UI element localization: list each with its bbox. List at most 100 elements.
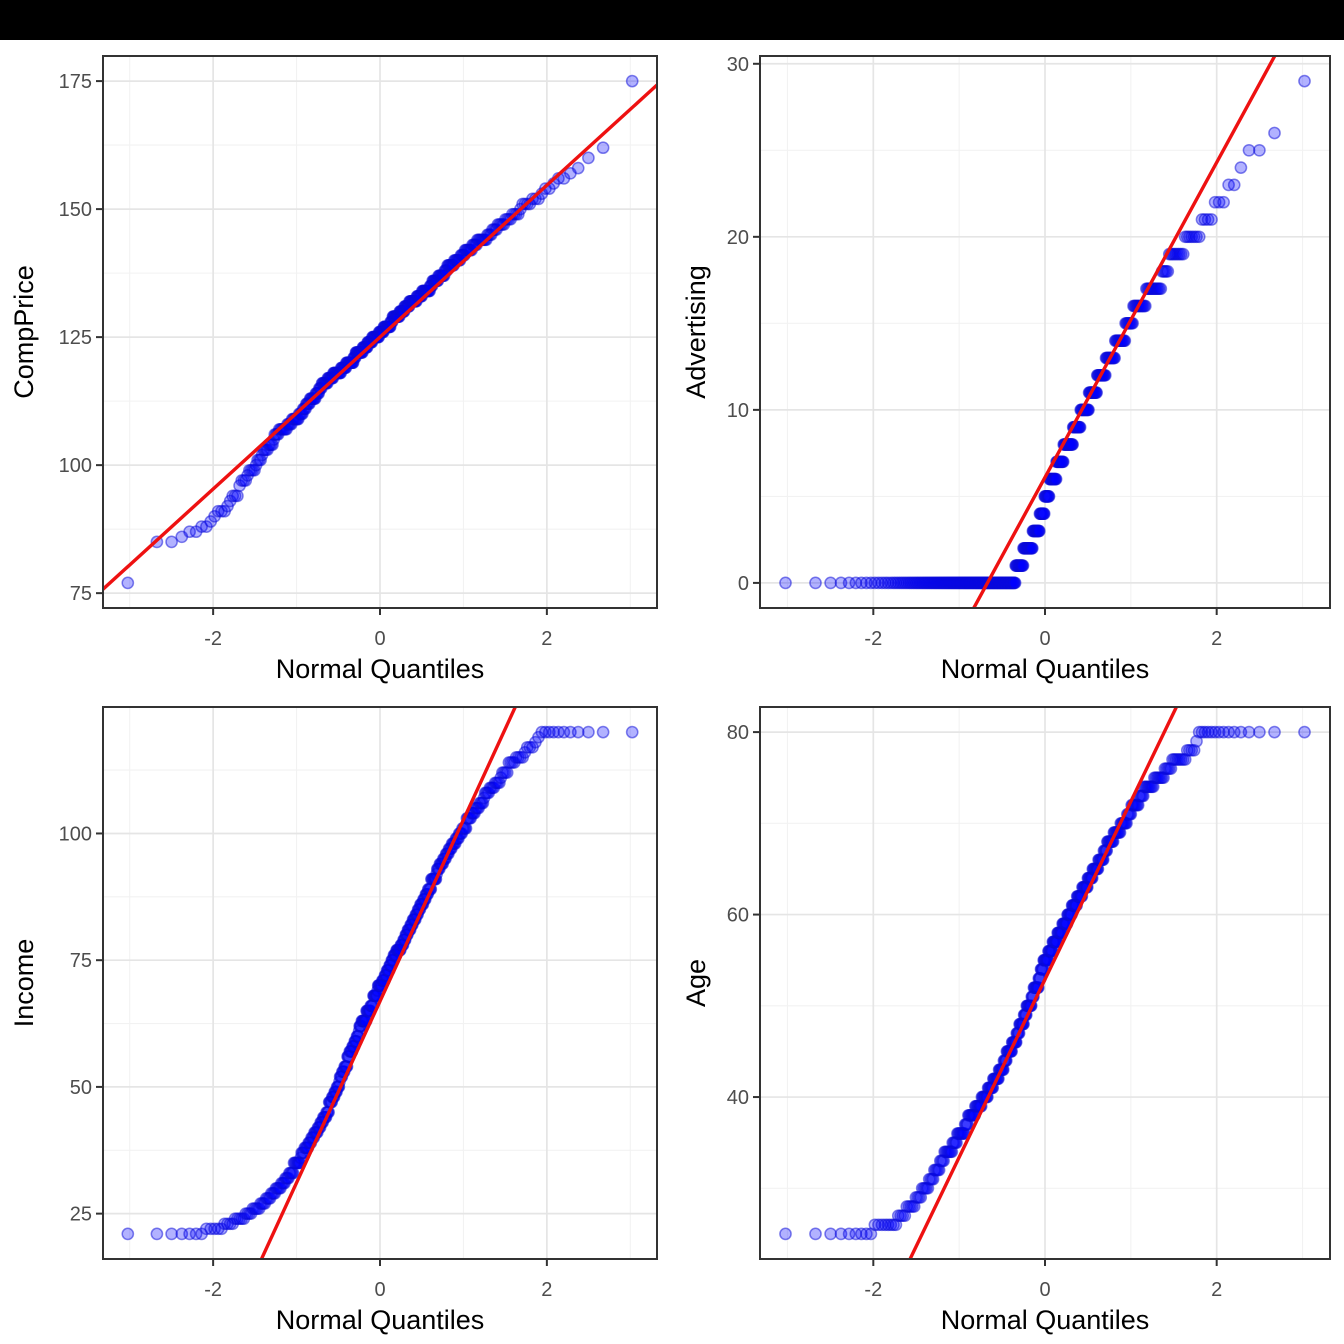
- y-tick-label: 100: [59, 455, 92, 477]
- data-point: [557, 725, 571, 739]
- x-tick-label: 2: [1211, 1279, 1222, 1301]
- x-tick-label: 2: [541, 628, 552, 650]
- data-point: [625, 74, 639, 88]
- data-point: [1298, 725, 1311, 739]
- data-point: [1198, 213, 1212, 226]
- x-tick-label: 0: [374, 1279, 385, 1301]
- plot-area: -2 0 2 75 100 125 150 175: [59, 55, 658, 650]
- data-point: [1049, 472, 1063, 486]
- data-point: [1008, 576, 1022, 590]
- data-point: [1298, 74, 1311, 88]
- data-point: [582, 725, 595, 739]
- plot-grid: -2 0 2 75 100 125 150 175 Normal Quantiles Comp…: [0, 40, 1344, 1344]
- y-tick-label: 40: [727, 1087, 749, 1109]
- data-point: [824, 1227, 837, 1241]
- data-point: [842, 1227, 856, 1241]
- data-point: [1154, 282, 1168, 296]
- data-point: [1242, 143, 1256, 157]
- data-point: [1205, 213, 1218, 226]
- y-tick-label: 80: [727, 722, 749, 744]
- x-axis-title: Normal Quantiles: [941, 1305, 1150, 1335]
- data-point: [872, 576, 885, 590]
- y-tick-label: 125: [59, 327, 92, 349]
- y-tick-label: 25: [70, 1204, 92, 1226]
- qq-line: [908, 707, 1179, 1259]
- qq-line-group: [908, 707, 1179, 1259]
- x-tick-label: 0: [1039, 628, 1050, 650]
- plot-area: -2 0 2 40 60 80: [727, 706, 1331, 1301]
- qq-plot-income: -2 0 2 25 50 75 100 Normal Quantiles Income: [9, 706, 658, 1335]
- qq-line: [103, 83, 657, 591]
- y-tick-label: 75: [70, 583, 92, 605]
- data-point: [596, 725, 610, 739]
- data-point: [860, 1227, 873, 1241]
- x-tick-label: 2: [541, 1279, 552, 1301]
- y-tick-label: 10: [727, 400, 749, 422]
- x-tick-label: 0: [374, 628, 385, 650]
- data-point: [596, 141, 610, 155]
- x-tick-label: -2: [204, 628, 222, 650]
- data-point: [1208, 195, 1222, 209]
- data-point: [231, 489, 244, 503]
- x-tick-label: 0: [1039, 1279, 1050, 1301]
- y-tick-label: 150: [59, 199, 92, 221]
- data-point: [1025, 541, 1039, 555]
- x-axis-title: Normal Quantiles: [276, 1305, 485, 1335]
- y-tick-label: 75: [70, 950, 92, 972]
- data-point: [1253, 143, 1266, 157]
- plot-area: -2 0 2 25 50 75 100: [59, 706, 658, 1301]
- data-point: [1268, 725, 1281, 739]
- data-point: [1042, 490, 1056, 503]
- x-tick-label: 2: [1211, 628, 1222, 650]
- y-tick-label: 100: [59, 823, 92, 845]
- x-axis-title: Normal Quantiles: [276, 654, 485, 684]
- data-point: [1037, 507, 1051, 521]
- data-point: [1056, 455, 1070, 469]
- x-tick-label: -2: [864, 628, 882, 650]
- y-tick-label: 0: [738, 573, 749, 595]
- data-point: [809, 576, 822, 590]
- data-point: [824, 576, 837, 590]
- y-tick-label: 50: [70, 1077, 92, 1099]
- x-tick-label: -2: [204, 1279, 222, 1301]
- data-point: [1212, 195, 1226, 209]
- data-point: [121, 576, 135, 590]
- data-point: [571, 725, 585, 739]
- top-black-bar: [0, 0, 1344, 40]
- data-point: [1212, 725, 1226, 739]
- y-axis-title: Age: [681, 959, 711, 1007]
- data-point: [779, 576, 792, 590]
- data-point: [809, 1227, 822, 1241]
- y-tick-label: 60: [727, 905, 749, 927]
- data-point: [1253, 725, 1266, 739]
- data-point: [582, 151, 595, 165]
- data-point: [625, 725, 639, 739]
- y-axis-title: Advertising: [681, 265, 711, 399]
- y-tick-label: 175: [59, 71, 92, 93]
- data-point: [1227, 725, 1241, 739]
- data-point: [1192, 230, 1206, 244]
- y-axis-title: Income: [9, 939, 39, 1028]
- x-axis-title: Normal Quantiles: [941, 654, 1150, 684]
- data-point: [1016, 559, 1030, 572]
- data-point: [1227, 178, 1241, 192]
- qq-line-group: [971, 56, 1277, 608]
- data-point: [1176, 247, 1190, 261]
- data-point: [542, 725, 556, 739]
- data-point: [1208, 725, 1222, 739]
- y-tick-label: 30: [727, 54, 749, 76]
- data-point: [1073, 420, 1087, 434]
- y-tick-label: 20: [727, 227, 749, 249]
- qq-line-group: [103, 83, 657, 591]
- data-point: [150, 1227, 164, 1241]
- x-tick-label: -2: [864, 1279, 882, 1301]
- data-point: [165, 535, 178, 549]
- data-point: [1242, 725, 1256, 739]
- data-point: [860, 576, 873, 590]
- data-point: [1234, 161, 1248, 174]
- data-point: [1217, 195, 1230, 209]
- qq-line-group: [259, 707, 518, 1259]
